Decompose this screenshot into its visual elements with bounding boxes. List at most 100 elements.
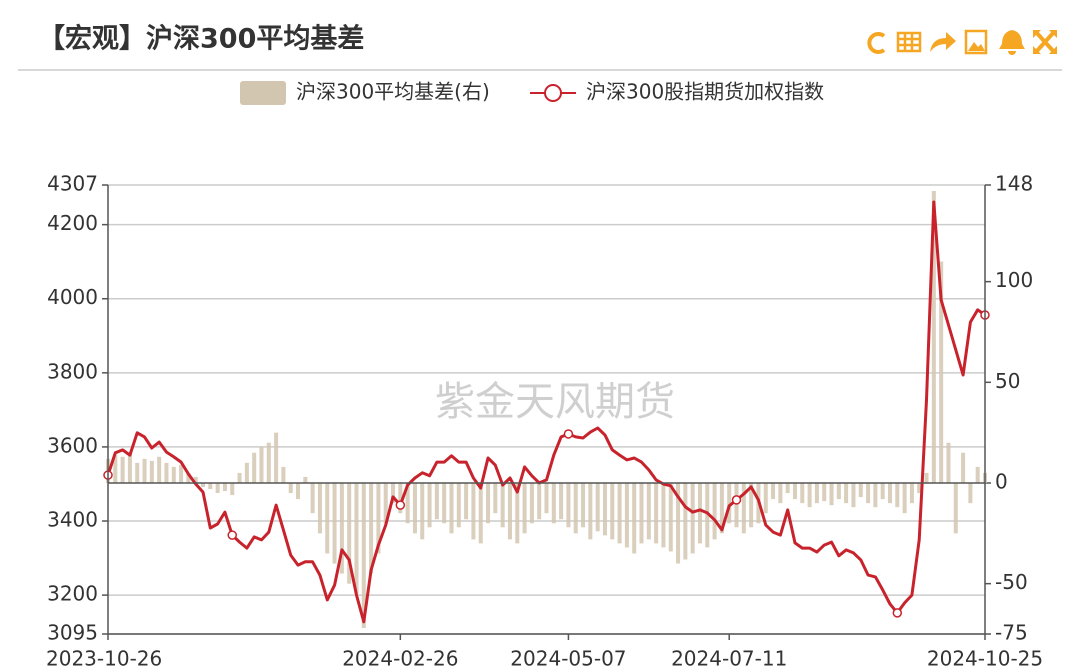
bar: [200, 482, 206, 488]
bar: [880, 482, 885, 500]
bar: [573, 482, 578, 534]
bar: [712, 482, 717, 540]
bar: [420, 482, 425, 540]
bar: [179, 464, 184, 483]
bar: [763, 482, 768, 514]
refresh-icon[interactable]: [867, 32, 886, 54]
bar: [705, 482, 710, 548]
bar: [303, 476, 308, 483]
bar: [851, 482, 856, 508]
bar: [873, 482, 878, 508]
x-tick-label: 2024-10-25: [927, 647, 1043, 671]
y2-tick-label: 50: [995, 369, 1020, 393]
bar: [478, 482, 483, 544]
y-tick-label: 4000: [47, 285, 98, 309]
legend-swatch: [240, 81, 286, 105]
bar: [785, 482, 790, 494]
bar: [391, 482, 396, 504]
bar: [559, 482, 564, 520]
y-tick-label: 3095: [47, 621, 98, 645]
bar: [449, 482, 454, 534]
line-marker: [563, 429, 574, 439]
bar: [135, 462, 140, 483]
bar: [961, 452, 966, 483]
bar: [310, 482, 315, 514]
bar: [690, 482, 695, 554]
bar: [792, 482, 797, 500]
bar: [829, 482, 834, 506]
bar: [741, 482, 746, 534]
bar: [807, 482, 812, 508]
bar: [471, 482, 476, 540]
bar: [369, 482, 374, 574]
bar: [537, 482, 542, 520]
bar: [274, 432, 279, 483]
bar: [193, 476, 198, 483]
bar: [383, 482, 388, 524]
bar: [442, 482, 447, 524]
bar: [771, 482, 776, 500]
bar: [515, 482, 520, 544]
bar: [975, 466, 980, 483]
bar: [676, 482, 681, 564]
bar: [968, 482, 973, 504]
bar: [405, 482, 410, 524]
table-icon[interactable]: [896, 31, 922, 53]
bar: [376, 482, 381, 554]
bar: [551, 482, 556, 524]
line-marker: [892, 608, 903, 618]
bar: [719, 482, 724, 534]
y2-tick-label: 100: [995, 268, 1033, 292]
bar: [434, 482, 439, 520]
bar: [953, 482, 958, 534]
chart-title: 【宏观】沪深300平均基差: [38, 23, 364, 55]
toolbar: [867, 29, 1057, 55]
bar: [332, 482, 337, 564]
share-icon[interactable]: [930, 32, 956, 52]
legend-marker: [544, 84, 562, 102]
bar: [230, 482, 235, 496]
image-icon[interactable]: [964, 29, 988, 55]
bar: [171, 466, 176, 483]
legend: 沪深300平均基差(右) 沪深300股指期货加权指数: [240, 80, 824, 105]
fullscreen-icon[interactable]: [1033, 30, 1057, 54]
bar: [164, 462, 169, 483]
bar: [661, 482, 666, 548]
bar: [697, 482, 702, 544]
bar: [814, 482, 819, 504]
y2-tick-label: -75: [995, 621, 1028, 645]
bar: [127, 452, 132, 483]
bar: [522, 482, 527, 534]
bar: [639, 482, 644, 544]
line-marker: [731, 495, 742, 505]
line-marker: [227, 530, 237, 540]
bar: [120, 456, 125, 483]
bell-icon[interactable]: [999, 30, 1025, 55]
y-tick-label: 4200: [47, 211, 98, 235]
x-tick-label: 2024-02-26: [342, 647, 458, 671]
bar: [610, 482, 615, 540]
y2-tick-label: 148: [995, 172, 1033, 196]
y-tick-label: 3600: [47, 433, 98, 457]
bar: [895, 482, 900, 508]
bar: [858, 482, 863, 498]
y-tick-label: 3800: [47, 359, 98, 383]
bar: [427, 482, 432, 528]
bar: [778, 482, 783, 504]
bar: [281, 466, 286, 483]
bar: [208, 482, 213, 490]
bar: [339, 482, 344, 574]
bar: [836, 482, 841, 500]
bar: [931, 191, 936, 483]
bar: [887, 482, 893, 504]
legend-label: 沪深300股指期货加权指数: [586, 80, 824, 104]
line: [106, 200, 986, 624]
bar: [347, 482, 352, 584]
bar: [844, 482, 849, 504]
bar: [646, 482, 651, 540]
bar: [909, 482, 914, 504]
bar: [252, 452, 257, 483]
bar: [317, 482, 322, 534]
line-marker: [395, 500, 406, 510]
